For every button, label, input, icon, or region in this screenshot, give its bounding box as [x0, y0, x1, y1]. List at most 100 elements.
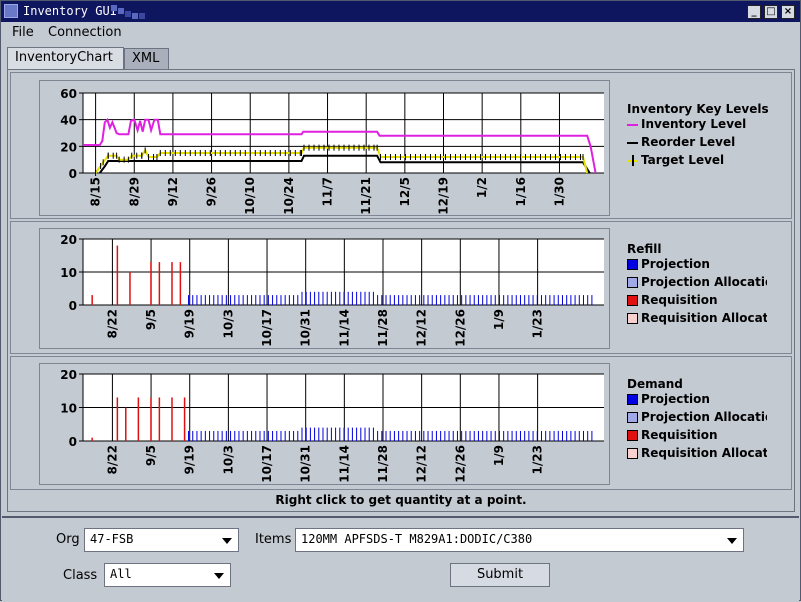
x-tick-label: 11/21	[359, 177, 373, 215]
x-tick-label: 1/2	[475, 177, 489, 198]
projection-bar	[377, 430, 379, 441]
projection-bar	[221, 430, 223, 441]
projection-bar	[284, 430, 286, 441]
projection-bar	[204, 430, 206, 441]
demand-chart[interactable]: 8/22 9/5 9/19 10/3 10/17 10/31 11/14 11/28 12/12…	[40, 364, 609, 484]
items-label: Items	[255, 532, 292, 547]
y-tick-label: 0	[69, 167, 77, 181]
x-tick-label: 12/19	[436, 177, 450, 215]
projection-bar	[225, 430, 227, 441]
projection-bar	[473, 295, 475, 305]
projection-bar	[490, 430, 492, 441]
projection-bar	[435, 295, 437, 305]
requisition-bar	[129, 272, 131, 305]
x-tick-label: 9/5	[144, 309, 158, 330]
projection-bar	[351, 427, 353, 441]
projection-bar	[267, 430, 269, 441]
org-label: Org	[56, 532, 80, 547]
x-tick-label: 8/15	[89, 177, 103, 206]
projection-bar	[591, 430, 593, 441]
projection-bar	[393, 295, 395, 305]
projection-bar	[448, 430, 450, 441]
projection-bar	[498, 430, 500, 441]
requisition-bar	[91, 295, 93, 305]
projection-bar	[259, 295, 261, 305]
projection-bar	[427, 295, 429, 305]
org-select[interactable]: 47-FSB	[84, 528, 239, 552]
projection-bar	[284, 295, 286, 305]
projection-bar	[377, 295, 379, 305]
y-tick-label: 20	[60, 233, 77, 247]
projection-bar	[272, 430, 274, 441]
refill-plot-frame: 8/22 9/5 9/19 10/3 10/17 10/31 11/14 11/28 12/12…	[39, 228, 610, 349]
items-value: 120MM APFSDS-T M829A1:DODIC/C380	[301, 532, 533, 546]
maximize-button[interactable]: □	[764, 5, 778, 19]
app-icon	[4, 4, 18, 18]
projection-bar	[288, 295, 290, 305]
minimize-button[interactable]: _	[747, 5, 761, 19]
projection-bar	[498, 295, 500, 305]
close-button[interactable]: ×	[781, 5, 795, 19]
projection-bar	[582, 430, 584, 441]
inventory-chart[interactable]: 8/15 8/29 9/12 9/26 10/10 10/24 11/7 11/21 12/5 1…	[40, 81, 609, 215]
x-tick-label: 10/31	[299, 445, 313, 483]
legend-item: Requisition Allocation	[627, 310, 767, 328]
projection-bar	[330, 427, 332, 441]
tab-xml[interactable]: XML	[124, 48, 169, 69]
projection-bar	[381, 430, 383, 441]
x-tick-label: 12/5	[398, 177, 412, 206]
projection-bar	[587, 430, 589, 441]
projection-bar	[360, 427, 362, 441]
items-select[interactable]: 120MM APFSDS-T M829A1:DODIC/C380	[295, 528, 744, 552]
projection-bar	[540, 295, 542, 305]
x-tick-label: 10/3	[221, 445, 235, 474]
requisition-bar	[171, 397, 173, 441]
projection-bar	[524, 295, 526, 305]
projection-bar	[192, 295, 194, 305]
projection-bar	[511, 295, 513, 305]
class-select[interactable]: All	[104, 563, 231, 587]
projection-bar	[406, 295, 408, 305]
projection-bar	[444, 430, 446, 441]
projection-bar	[259, 430, 261, 441]
menu-connection[interactable]: Connection	[48, 25, 122, 40]
projection-bar	[561, 295, 563, 305]
projection-bar	[414, 295, 416, 305]
y-tick-label: 60	[60, 87, 77, 101]
projection-bar	[461, 295, 463, 305]
tab-inventory-chart[interactable]: InventoryChart	[7, 47, 124, 70]
projection-bar	[364, 291, 366, 305]
projection-bar	[339, 427, 341, 441]
projection-bar	[591, 295, 593, 305]
menu-file[interactable]: File	[12, 25, 34, 40]
projection-bar	[356, 291, 358, 305]
legend-item: Inventory Level	[627, 116, 769, 134]
inventory-legend: Inventory Key Levels Inventory Level Reo…	[627, 102, 769, 170]
projection-bar	[385, 295, 387, 305]
projection-bar	[263, 295, 265, 305]
projection-bar	[448, 295, 450, 305]
projection-bar	[322, 427, 324, 441]
submit-button[interactable]: Submit	[450, 563, 550, 587]
projection-bar	[561, 430, 563, 441]
x-tick-label: 11/14	[337, 445, 351, 483]
projection-bar	[280, 430, 282, 441]
x-tick-label: 11/28	[376, 445, 390, 483]
projection-bar	[368, 291, 370, 305]
projection-bar	[276, 430, 278, 441]
legend-item: Requisition	[627, 427, 767, 445]
projection-bar	[435, 430, 437, 441]
title-bar[interactable]: Inventory GUI _ □ ×	[1, 1, 800, 22]
refill-chart[interactable]: 8/22 9/5 9/19 10/3 10/17 10/31 11/14 11/28 12/12…	[40, 229, 609, 348]
y-tick-label: 20	[60, 368, 77, 382]
titlebar-pattern-icon	[111, 5, 145, 19]
projection-bar	[431, 295, 433, 305]
projection-bar	[528, 295, 530, 305]
x-tick-label: 12/12	[415, 445, 429, 483]
inventory-plot-frame: 8/15 8/29 9/12 9/26 10/10 10/24 11/7 11/21 12/5 1…	[39, 80, 610, 216]
projection-bar	[419, 430, 421, 441]
projection-bar	[221, 295, 223, 305]
x-tick-label: 9/19	[183, 445, 197, 474]
projection-bar	[461, 430, 463, 441]
